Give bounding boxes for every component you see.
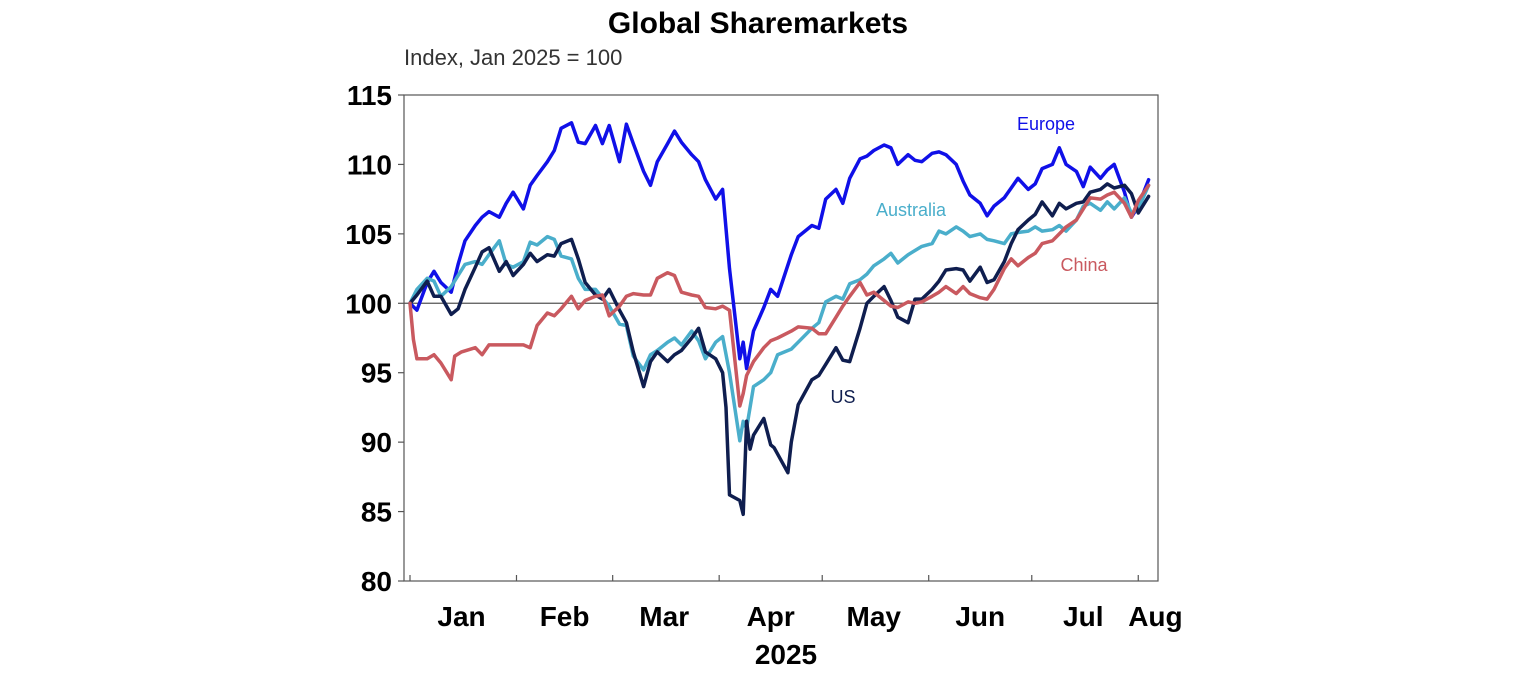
y-tick-label: 85 (361, 497, 392, 528)
y-tick-label: 105 (345, 219, 392, 250)
x-axis: Jan Feb Mar Apr May Jun Jul Aug (409, 575, 1183, 632)
y-tick-label: 110 (347, 149, 392, 180)
chart-title: Global Sharemarkets (608, 7, 908, 40)
series-line-china (408, 183, 1151, 408)
series-labels: Europe Australia China US (830, 114, 1108, 407)
plot-frame (403, 94, 1159, 582)
y-tick-label: 90 (361, 427, 392, 458)
series-layer (408, 121, 1151, 517)
x-tick-label: May (847, 601, 902, 632)
chart-subtitle: Index, Jan 2025 = 100 (404, 45, 622, 70)
x-tick-label: Jul (1063, 601, 1103, 632)
x-tick-label: Mar (639, 601, 689, 632)
x-tick-label: Jun (955, 601, 1005, 632)
series-line-australia (408, 183, 1151, 443)
x-tick-label: Apr (747, 601, 795, 632)
series-label-china: China (1060, 255, 1108, 275)
series-line-europe (408, 121, 1151, 371)
y-axis: 80 85 90 95 100 105 110 115 (345, 80, 404, 597)
series-label-us: US (830, 387, 855, 407)
y-tick-label: 115 (347, 80, 392, 111)
x-tick-label: Jan (437, 601, 485, 632)
x-tick-label: Feb (540, 601, 590, 632)
y-tick-label: 100 (345, 288, 392, 319)
y-tick-label: 95 (361, 358, 392, 389)
series-line-us (408, 182, 1151, 517)
x-tick-label: Aug (1128, 601, 1182, 632)
series-label-europe: Europe (1017, 114, 1075, 134)
y-tick-label: 80 (361, 566, 392, 597)
x-axis-year-label: 2025 (755, 639, 817, 670)
series-label-australia: Australia (876, 200, 947, 220)
